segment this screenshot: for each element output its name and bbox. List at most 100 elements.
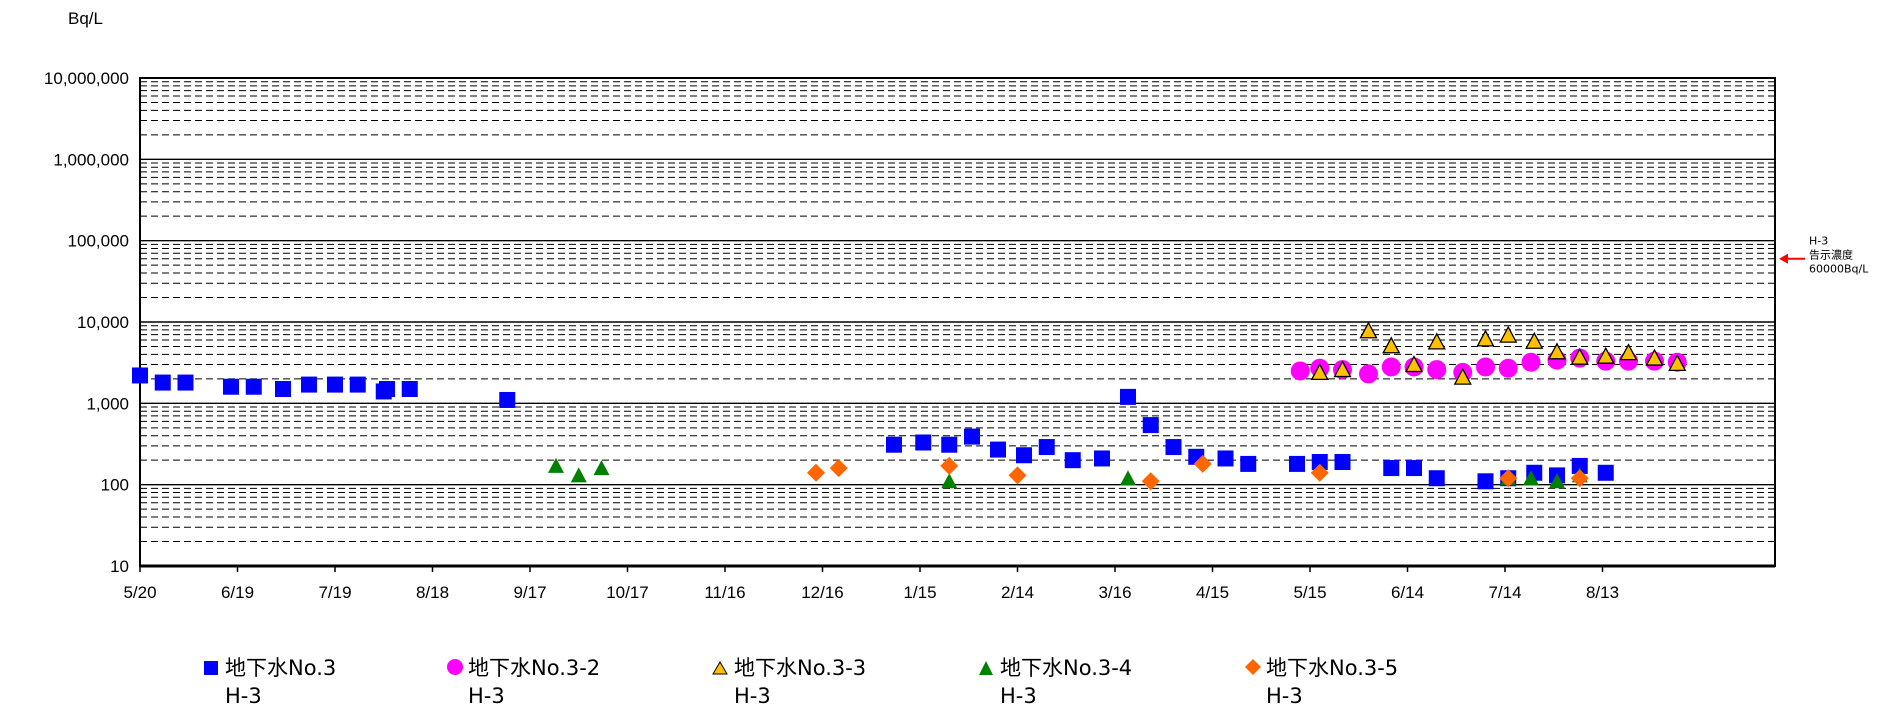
point-no3 [154, 374, 171, 391]
x-tick-label: 9/17 [513, 583, 546, 602]
point-no3-3 [1453, 367, 1472, 385]
point-no3-2 [1498, 358, 1518, 378]
point-no3-3 [1359, 321, 1378, 339]
point-no3-2 [1521, 352, 1541, 372]
point-no3-4 [548, 457, 564, 473]
y-tick-label: 10,000,000 [44, 69, 129, 88]
point-no3 [223, 378, 239, 395]
point-no3-2 [1381, 357, 1401, 377]
annotation-text-line: H-3 [1809, 235, 1828, 248]
point-no3 [1428, 470, 1445, 487]
point-no3 [1165, 439, 1182, 456]
point-no3-5 [807, 463, 825, 482]
legend-triangle-icon [712, 656, 734, 683]
point-no3-5 [1310, 463, 1329, 482]
point-no3 [1217, 450, 1234, 467]
point-no3 [1383, 460, 1400, 477]
point-no3 [1311, 453, 1328, 470]
legend-label-line1: 地下水No.3-5 [1266, 656, 1399, 680]
legend-item-no3-5: 地下水No.3-5 H-3 [1244, 655, 1398, 710]
legend-diamond-icon [1244, 656, 1266, 683]
point-no3-4 [593, 460, 610, 476]
point-no3-5 [1008, 466, 1027, 485]
legend-circle-icon [446, 656, 468, 683]
point-no3-3 [1427, 332, 1446, 350]
point-no3-3 [1596, 346, 1615, 364]
y-tick-label: 10,000 [77, 313, 129, 332]
annotation-text-line: 告示濃度 [1809, 248, 1853, 262]
point-no3 [1120, 388, 1136, 405]
point-no3 [1038, 439, 1055, 456]
y-tick-label: 100,000 [68, 232, 129, 251]
point-no3 [941, 436, 958, 453]
point-no3-2 [1476, 357, 1495, 377]
point-no3 [275, 381, 291, 398]
point-no3-5 [829, 459, 848, 478]
point-no3-3 [1668, 353, 1687, 372]
point-no3 [177, 374, 194, 391]
point-no3-4 [1120, 470, 1136, 486]
x-tick-label: 11/16 [704, 583, 745, 602]
point-no3-3 [1499, 325, 1518, 343]
point-no3 [1240, 455, 1257, 472]
x-tick-label: 3/16 [1098, 583, 1131, 602]
point-no3-3 [1310, 363, 1329, 381]
x-tick-label: 8/18 [416, 583, 449, 602]
point-no3 [1016, 447, 1032, 464]
point-no3 [1334, 453, 1351, 470]
point-no3 [327, 376, 343, 393]
point-no3-4 [1523, 470, 1539, 486]
point-no3 [964, 428, 980, 445]
axes: 10 100 1,000 10,000 100,000 1,000,000 10,000,0… [44, 69, 1776, 602]
legend-label-line2: H-3 [734, 683, 771, 708]
point-no3 [1064, 452, 1081, 469]
y-tick-label: 100 [101, 476, 129, 495]
point-no3 [1289, 455, 1305, 472]
point-no3-3 [1645, 348, 1664, 366]
point-no3-3 [1404, 355, 1424, 373]
annotation-arrow-head [1779, 253, 1788, 264]
x-tick-label: 7/14 [1488, 583, 1521, 602]
x-tick-label: 2/14 [1001, 583, 1034, 602]
y-tick-label: 1,000,000 [53, 150, 129, 169]
legend-item-no3-3: 地下水No.3-3 H-3 [712, 655, 866, 710]
x-tick-label: 5/15 [1293, 583, 1326, 602]
legend-label-line1: 地下水No.3-2 [468, 656, 601, 680]
point-no3 [379, 381, 395, 398]
x-tick-label: 6/19 [221, 583, 254, 602]
x-tick-label: 10/17 [606, 583, 649, 602]
point-no3 [301, 376, 317, 393]
legend-label-line2: H-3 [1000, 683, 1037, 708]
point-no3-3 [1619, 343, 1638, 361]
point-no3-3 [1547, 342, 1567, 360]
point-no3 [915, 434, 932, 451]
chart: Bq/L 10 100 1,000 10,000 100,000 1,000,000 10,… [44, 9, 1869, 602]
x-tick-label: 5/20 [123, 583, 156, 602]
point-no3 [132, 367, 148, 384]
point-no3 [401, 381, 418, 398]
point-no3-4 [1549, 473, 1565, 489]
legend-triangle-icon [978, 656, 1000, 683]
legend-item-no3-2: 地下水No.3-2 H-3 [446, 655, 600, 710]
point-no3-4 [570, 467, 587, 483]
point-no3-5 [1499, 469, 1518, 488]
y-tick-label: 1,000 [86, 394, 129, 413]
data-points [132, 321, 1687, 491]
x-tick-label: 6/14 [1391, 583, 1424, 602]
x-tick-label: 1/15 [903, 583, 936, 602]
point-no3 [1477, 473, 1494, 490]
point-no3 [1406, 460, 1422, 477]
x-tick-label: 4/15 [1196, 583, 1229, 602]
point-no3 [1094, 450, 1110, 467]
point-no3-5 [1193, 454, 1212, 473]
point-no3-4 [941, 473, 958, 489]
point-no3-3 [1382, 336, 1401, 354]
point-no3 [349, 376, 366, 393]
point-no3-5 [1570, 469, 1589, 488]
legend-item-no3-4: 地下水No.3-4 H-3 [978, 655, 1132, 710]
point-no3 [1597, 464, 1614, 481]
point-no3-3 [1333, 360, 1352, 378]
point-no3 [1571, 457, 1588, 474]
legend-label-line1: 地下水No.3-3 [734, 656, 867, 680]
